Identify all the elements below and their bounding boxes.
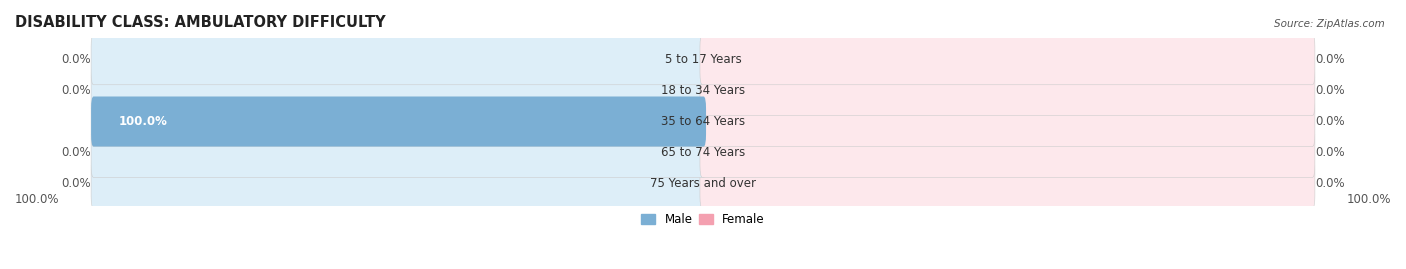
Text: 0.0%: 0.0%: [62, 84, 91, 97]
Text: 0.0%: 0.0%: [1315, 53, 1344, 66]
Legend: Male, Female: Male, Female: [637, 208, 769, 231]
FancyBboxPatch shape: [91, 97, 706, 147]
Text: 100.0%: 100.0%: [118, 115, 167, 128]
Text: 75 Years and over: 75 Years and over: [650, 177, 756, 190]
Text: 5 to 17 Years: 5 to 17 Years: [665, 53, 741, 66]
Text: 0.0%: 0.0%: [1315, 146, 1344, 159]
Text: 0.0%: 0.0%: [62, 53, 91, 66]
Text: 0.0%: 0.0%: [62, 146, 91, 159]
Text: 100.0%: 100.0%: [15, 193, 59, 206]
Text: 18 to 34 Years: 18 to 34 Years: [661, 84, 745, 97]
FancyBboxPatch shape: [91, 158, 706, 208]
Text: 65 to 74 Years: 65 to 74 Years: [661, 146, 745, 159]
Text: 0.0%: 0.0%: [62, 177, 91, 190]
Text: 35 to 64 Years: 35 to 64 Years: [661, 115, 745, 128]
FancyBboxPatch shape: [700, 158, 1315, 208]
FancyBboxPatch shape: [700, 66, 1315, 116]
Text: DISABILITY CLASS: AMBULATORY DIFFICULTY: DISABILITY CLASS: AMBULATORY DIFFICULTY: [15, 15, 385, 30]
FancyBboxPatch shape: [91, 35, 706, 85]
Text: Source: ZipAtlas.com: Source: ZipAtlas.com: [1274, 19, 1385, 29]
Text: 0.0%: 0.0%: [1315, 177, 1344, 190]
FancyBboxPatch shape: [91, 66, 706, 116]
FancyBboxPatch shape: [700, 128, 1315, 178]
FancyBboxPatch shape: [91, 97, 706, 147]
FancyBboxPatch shape: [700, 97, 1315, 147]
Text: 0.0%: 0.0%: [1315, 115, 1344, 128]
FancyBboxPatch shape: [700, 35, 1315, 85]
Text: 100.0%: 100.0%: [1347, 193, 1391, 206]
FancyBboxPatch shape: [91, 128, 706, 178]
Text: 0.0%: 0.0%: [1315, 84, 1344, 97]
